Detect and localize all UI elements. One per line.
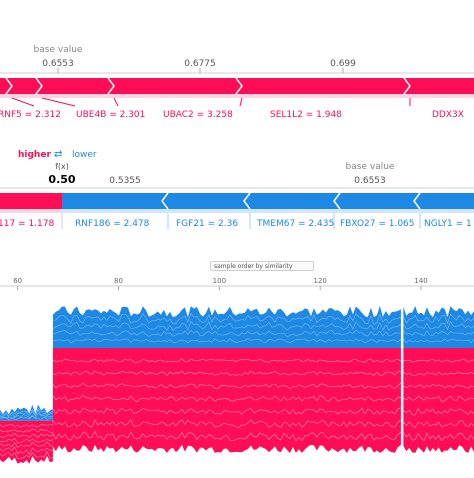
segment-separator: [161, 192, 169, 210]
sample-lines: [0, 312, 474, 459]
feature-connector: [113, 97, 119, 107]
segment-separator: [413, 192, 421, 210]
feature-label: UBAC2 = 3.258: [163, 110, 233, 120]
sample-line: [403, 420, 474, 429]
force-bar-gradient: [0, 209, 62, 213]
segment-separator: [403, 77, 411, 95]
sample-order-select[interactable]: sample order by similarity: [210, 261, 314, 271]
sample-line: [0, 450, 53, 459]
base-value-label: base value: [346, 162, 395, 172]
sample-line: [403, 395, 474, 402]
negative-area-segment: [403, 306, 474, 348]
sample-line: [403, 338, 474, 344]
force-bar-blue: [62, 193, 474, 209]
force-bar-red: [0, 78, 474, 94]
sample-line: [0, 432, 54, 439]
segment-separator: [333, 192, 341, 210]
sample-line: [403, 384, 474, 389]
force-plot-bottom: higher ⇄ lower f(x) base value 0.50 0.53…: [0, 143, 474, 243]
x-ticks: 60 80 100 120 140: [13, 277, 428, 290]
feature-label: FGF21 = 2.36: [176, 219, 238, 229]
tick-label: 0.5355: [109, 176, 141, 186]
feature-connector: [11, 97, 35, 107]
sample-line: [403, 407, 474, 416]
legend-higher: higher: [18, 150, 51, 160]
force-bar-gradient: [62, 209, 474, 213]
feature-label: TMEM67 = 2.435: [256, 219, 334, 229]
feature-label: FBXO27 = 1.065: [340, 219, 415, 229]
positive-area-segment: [403, 348, 474, 453]
x-tick-label: 60: [13, 277, 22, 285]
legend-lower: lower: [72, 150, 97, 160]
sample-line: [0, 424, 53, 428]
feature-label: RNF5 = 2.312: [0, 110, 61, 120]
x-tick-label: 140: [414, 277, 427, 285]
sample-line: [52, 407, 401, 415]
sample-line: [52, 312, 402, 325]
tick-label: 0.699: [330, 59, 356, 69]
x-tick-label: 100: [213, 277, 226, 285]
fx-label: f(x): [55, 162, 69, 171]
feature-label: DDX3X: [432, 110, 464, 120]
segment-separator: [107, 77, 115, 95]
sample-line: [52, 358, 402, 363]
segment-separator: [35, 77, 43, 95]
force-bar-red: [0, 193, 62, 209]
sample-line: [403, 329, 474, 337]
stacked-force-plot: 60 80 100 120 140: [0, 272, 474, 474]
tick-label: 0.6553: [354, 176, 386, 186]
force-bar-gradient: [0, 94, 474, 98]
sample-line: [52, 382, 402, 390]
negative-area-segment: [52, 306, 401, 348]
sample-line: [403, 358, 474, 363]
positive-area-segment: [52, 348, 401, 453]
sample-line: [52, 337, 402, 344]
stacked-force-plot-svg: 60 80 100 120 140: [0, 277, 474, 464]
x-tick-label: 120: [314, 277, 327, 285]
sample-line: [52, 329, 401, 338]
sample-line: [52, 395, 401, 403]
sample-line: [52, 320, 402, 331]
feature-connector: [239, 97, 243, 107]
segment-separator: [235, 77, 243, 95]
tick-label: 0.6553: [42, 59, 74, 69]
force-plot-top: base value 0.6553 0.6775 0.699 RNF5 = 2.…: [0, 40, 474, 125]
sample-line: [0, 408, 54, 418]
force-plot-top-svg: base value 0.6553 0.6775 0.699 RNF5 = 2.…: [0, 45, 474, 120]
feature-label: 117 = 1.178: [0, 219, 54, 229]
feature-label: RNF186 = 2.478: [75, 219, 150, 229]
sample-line: [0, 446, 53, 455]
sample-line: [0, 441, 54, 448]
sample-line: [0, 415, 53, 421]
positive-area-segment: [0, 420, 53, 464]
sample-line: [0, 437, 53, 444]
feature-label: UBE4B = 2.301: [76, 110, 145, 120]
sample-line: [403, 371, 474, 377]
area-series: [0, 306, 474, 464]
sample-line: [403, 432, 474, 442]
feature-label: SEL1L2 = 1.948: [270, 110, 342, 120]
base-value-label: base value: [34, 45, 83, 55]
tick-label: 0.6775: [184, 59, 216, 69]
feature-connector: [41, 97, 76, 107]
sample-line: [52, 370, 401, 377]
segment-separator: [5, 77, 13, 95]
output-value: 0.50: [48, 173, 75, 186]
sample-line: [0, 428, 53, 433]
sample-line: [52, 430, 402, 442]
force-plot-bottom-svg: higher ⇄ lower f(x) base value 0.50 0.53…: [0, 149, 474, 229]
sample-line: [403, 320, 474, 331]
x-tick-label: 80: [114, 277, 123, 285]
feature-label: NGLY1 = 1: [424, 219, 472, 229]
sample-line: [52, 419, 402, 428]
legend-arrows: ⇄: [54, 149, 62, 160]
sample-line: [403, 313, 474, 325]
segment-separator: [243, 192, 251, 210]
sample-line: [0, 412, 53, 419]
